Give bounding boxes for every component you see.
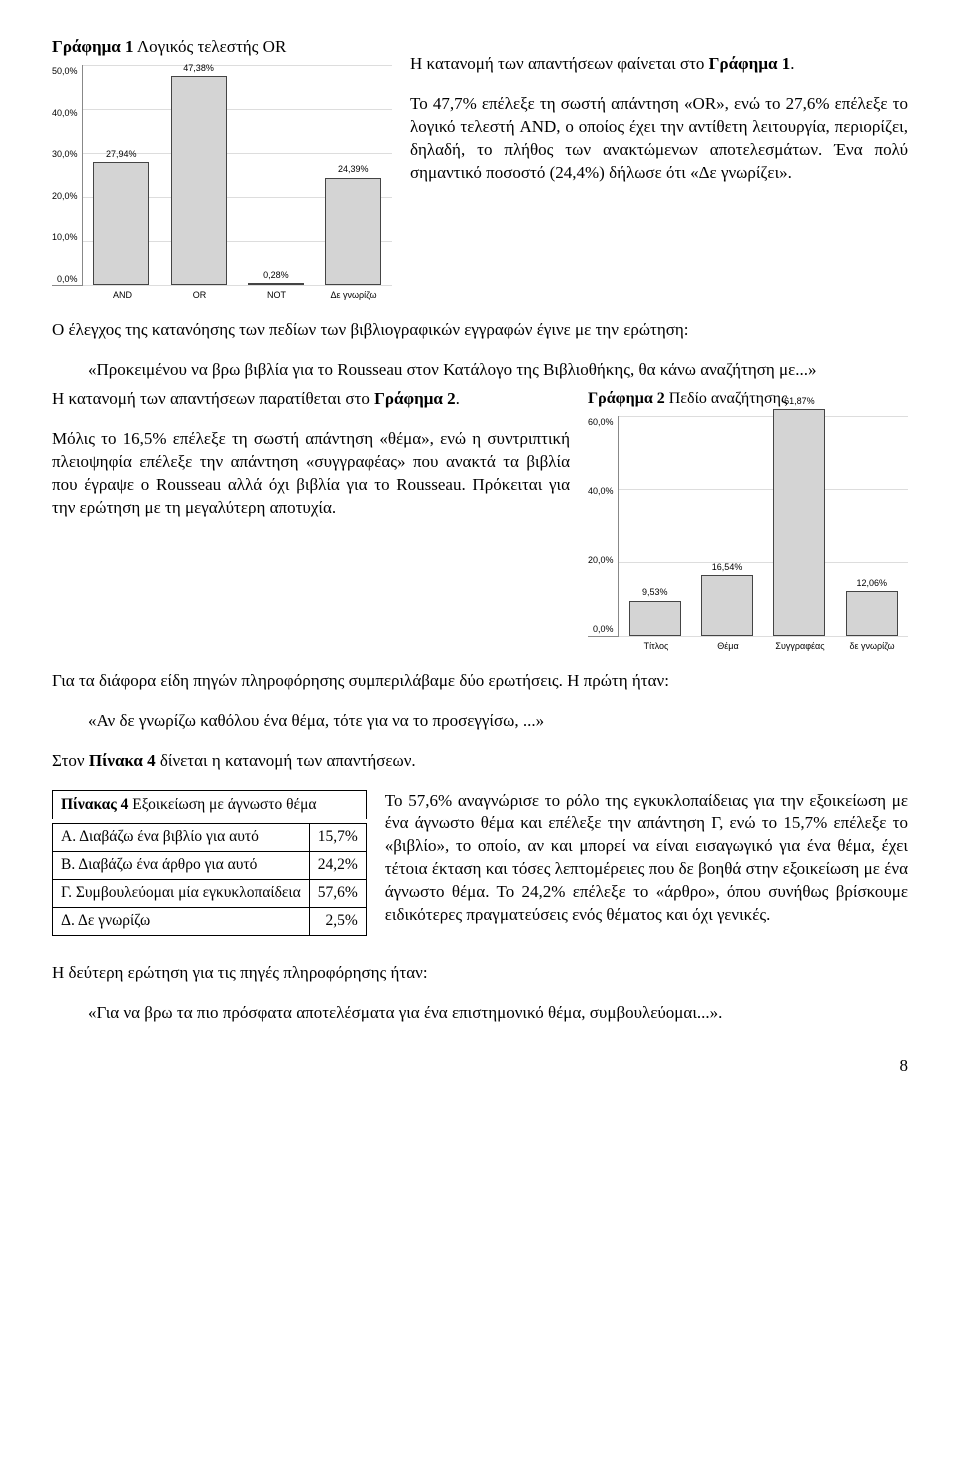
bar: 16,54% xyxy=(701,561,753,636)
page-number: 8 xyxy=(52,1055,908,1078)
table-row: Γ. Συμβουλεύομαι μία εγκυκλοπαίδεια57,6% xyxy=(53,880,367,908)
para7c: δίνεται η κατανομή των απαντήσεων. xyxy=(156,751,416,770)
bar-value-label: 12,06% xyxy=(857,577,888,589)
row-label: Α. Διαβάζω ένα βιβλίο για αυτό xyxy=(53,824,310,852)
bar: 9,53% xyxy=(629,586,681,635)
chart1-title-bold: Γράφημα 1 xyxy=(52,37,134,56)
para5: Μόλις το 16,5% επέλεξε τη σωστή απάντηση… xyxy=(52,428,570,520)
bar: 0,28% xyxy=(248,269,304,285)
row-value: 2,5% xyxy=(309,908,366,936)
chart2-container: Γράφημα 2 Πεδίο αναζήτησης 60,0%40,0%20,… xyxy=(588,388,908,652)
chart1-text-col: Η κατανομή των απαντήσεων φαίνεται στο Γ… xyxy=(410,36,908,301)
x-label: AND xyxy=(95,289,151,301)
table4-title-bold: Πίνακας 4 xyxy=(61,796,128,813)
bar-rect xyxy=(93,162,149,285)
quote3: «Για να βρω τα πιο πρόσφατα αποτελέσματα… xyxy=(88,1002,908,1025)
bar-value-label: 27,94% xyxy=(106,148,137,160)
table4-title-rest: Εξοικείωση με άγνωστο θέμα xyxy=(128,796,316,813)
table4-wrap: Πίνακας 4 Εξοικείωση με άγνωστο θέμα Α. … xyxy=(52,790,367,937)
chart1-container: Γράφημα 1 Λογικός τελεστής OR 50,0%40,0%… xyxy=(52,36,392,301)
chart1-title: Γράφημα 1 Λογικός τελεστής OR xyxy=(52,36,392,59)
x-label: δε γνωρίζω xyxy=(846,640,898,652)
bar-value-label: 9,53% xyxy=(642,586,668,598)
para1b: Γράφημα 1 xyxy=(709,54,791,73)
bar-value-label: 24,39% xyxy=(338,163,369,175)
bar: 24,39% xyxy=(325,163,381,284)
para7b: Πίνακα 4 xyxy=(89,751,156,770)
chart2-title-bold: Γράφημα 2 xyxy=(588,390,665,407)
x-label: Δε γνωρίζω xyxy=(326,289,382,301)
row-label: Δ. Δε γνωρίζω xyxy=(53,908,310,936)
bar-value-label: 47,38% xyxy=(183,62,214,74)
chart2-title-rest: Πεδίο αναζήτησης xyxy=(665,390,788,407)
bar-rect xyxy=(629,601,681,636)
row-label: Β. Διαβάζω ένα άρθρο για αυτό xyxy=(53,852,310,880)
row-label: Γ. Συμβουλεύομαι μία εγκυκλοπαίδεια xyxy=(53,880,310,908)
table-row: Δ. Δε γνωρίζω2,5% xyxy=(53,908,367,936)
x-label: Συγγραφέας xyxy=(774,640,826,652)
para4c: . xyxy=(456,389,460,408)
table-row: Β. Διαβάζω ένα άρθρο για αυτό24,2% xyxy=(53,852,367,880)
bar: 12,06% xyxy=(846,577,898,635)
para4b: Γράφημα 2 xyxy=(374,389,456,408)
row-value: 57,6% xyxy=(309,880,366,908)
bar-rect xyxy=(773,409,825,636)
table4: Α. Διαβάζω ένα βιβλίο για αυτό15,7%Β. Δι… xyxy=(52,823,367,936)
bar-rect xyxy=(701,575,753,636)
quote1: «Προκειμένου να βρω βιβλία για το Rousse… xyxy=(88,359,908,382)
table4-block: Πίνακας 4 Εξοικείωση με άγνωστο θέμα Α. … xyxy=(52,790,908,945)
para4: Η κατανομή των απαντήσεων παρατίθεται στ… xyxy=(52,388,570,411)
para3: Ο έλεγχος της κατανόησης των πεδίων των … xyxy=(52,319,908,342)
chart1: 50,0%40,0%30,0%20,0%10,0%0,0%27,94%47,38… xyxy=(52,65,392,301)
para1a: Η κατανομή των απαντήσεων φαίνεται στο xyxy=(410,54,709,73)
bar-rect xyxy=(248,283,304,285)
bar-value-label: 61,87% xyxy=(784,395,815,407)
bar-rect xyxy=(846,591,898,635)
chart1-title-rest: Λογικός τελεστής OR xyxy=(134,37,287,56)
row-value: 15,7% xyxy=(309,824,366,852)
para1c: . xyxy=(790,54,794,73)
chart2-title: Γράφημα 2 Πεδίο αναζήτησης xyxy=(588,388,908,410)
bar-value-label: 16,54% xyxy=(712,561,743,573)
section-chart2: Η κατανομή των απαντήσεων παρατίθεται στ… xyxy=(52,388,908,652)
bar: 47,38% xyxy=(171,62,227,285)
row-value: 24,2% xyxy=(309,852,366,880)
bar: 61,87% xyxy=(773,395,825,636)
bar-rect xyxy=(171,76,227,284)
x-label: NOT xyxy=(249,289,305,301)
bar-rect xyxy=(325,178,381,285)
x-label: Τίτλος xyxy=(630,640,682,652)
table-row: Α. Διαβάζω ένα βιβλίο για αυτό15,7% xyxy=(53,824,367,852)
table4-title: Πίνακας 4 Εξοικείωση με άγνωστο θέμα xyxy=(52,790,367,820)
chart2: 60,0%40,0%20,0%0,0%9,53%16,54%61,87%12,0… xyxy=(588,416,908,652)
x-label: OR xyxy=(172,289,228,301)
para7a: Στον xyxy=(52,751,89,770)
quote2: «Αν δε γνωρίζω καθόλου ένα θέμα, τότε γι… xyxy=(88,710,908,733)
para1: Η κατανομή των απαντήσεων φαίνεται στο Γ… xyxy=(410,53,908,76)
para2: Το 47,7% επέλεξε τη σωστή απάντηση «OR»,… xyxy=(410,93,908,185)
para6: Για τα διάφορα είδη πηγών πληροφόρησης σ… xyxy=(52,670,908,693)
bar: 27,94% xyxy=(93,148,149,285)
para4a: Η κατανομή των απαντήσεων παρατίθεται στ… xyxy=(52,389,374,408)
section-chart1: Γράφημα 1 Λογικός τελεστής OR 50,0%40,0%… xyxy=(52,36,908,301)
para7: Στον Πίνακα 4 δίνεται η κατανομή των απα… xyxy=(52,750,908,773)
chart2-text-col: Η κατανομή των απαντήσεων παρατίθεται στ… xyxy=(52,388,570,652)
x-label: Θέμα xyxy=(702,640,754,652)
bar-value-label: 0,28% xyxy=(263,269,289,281)
para9: Η δεύτερη ερώτηση για τις πηγές πληροφόρ… xyxy=(52,962,908,985)
